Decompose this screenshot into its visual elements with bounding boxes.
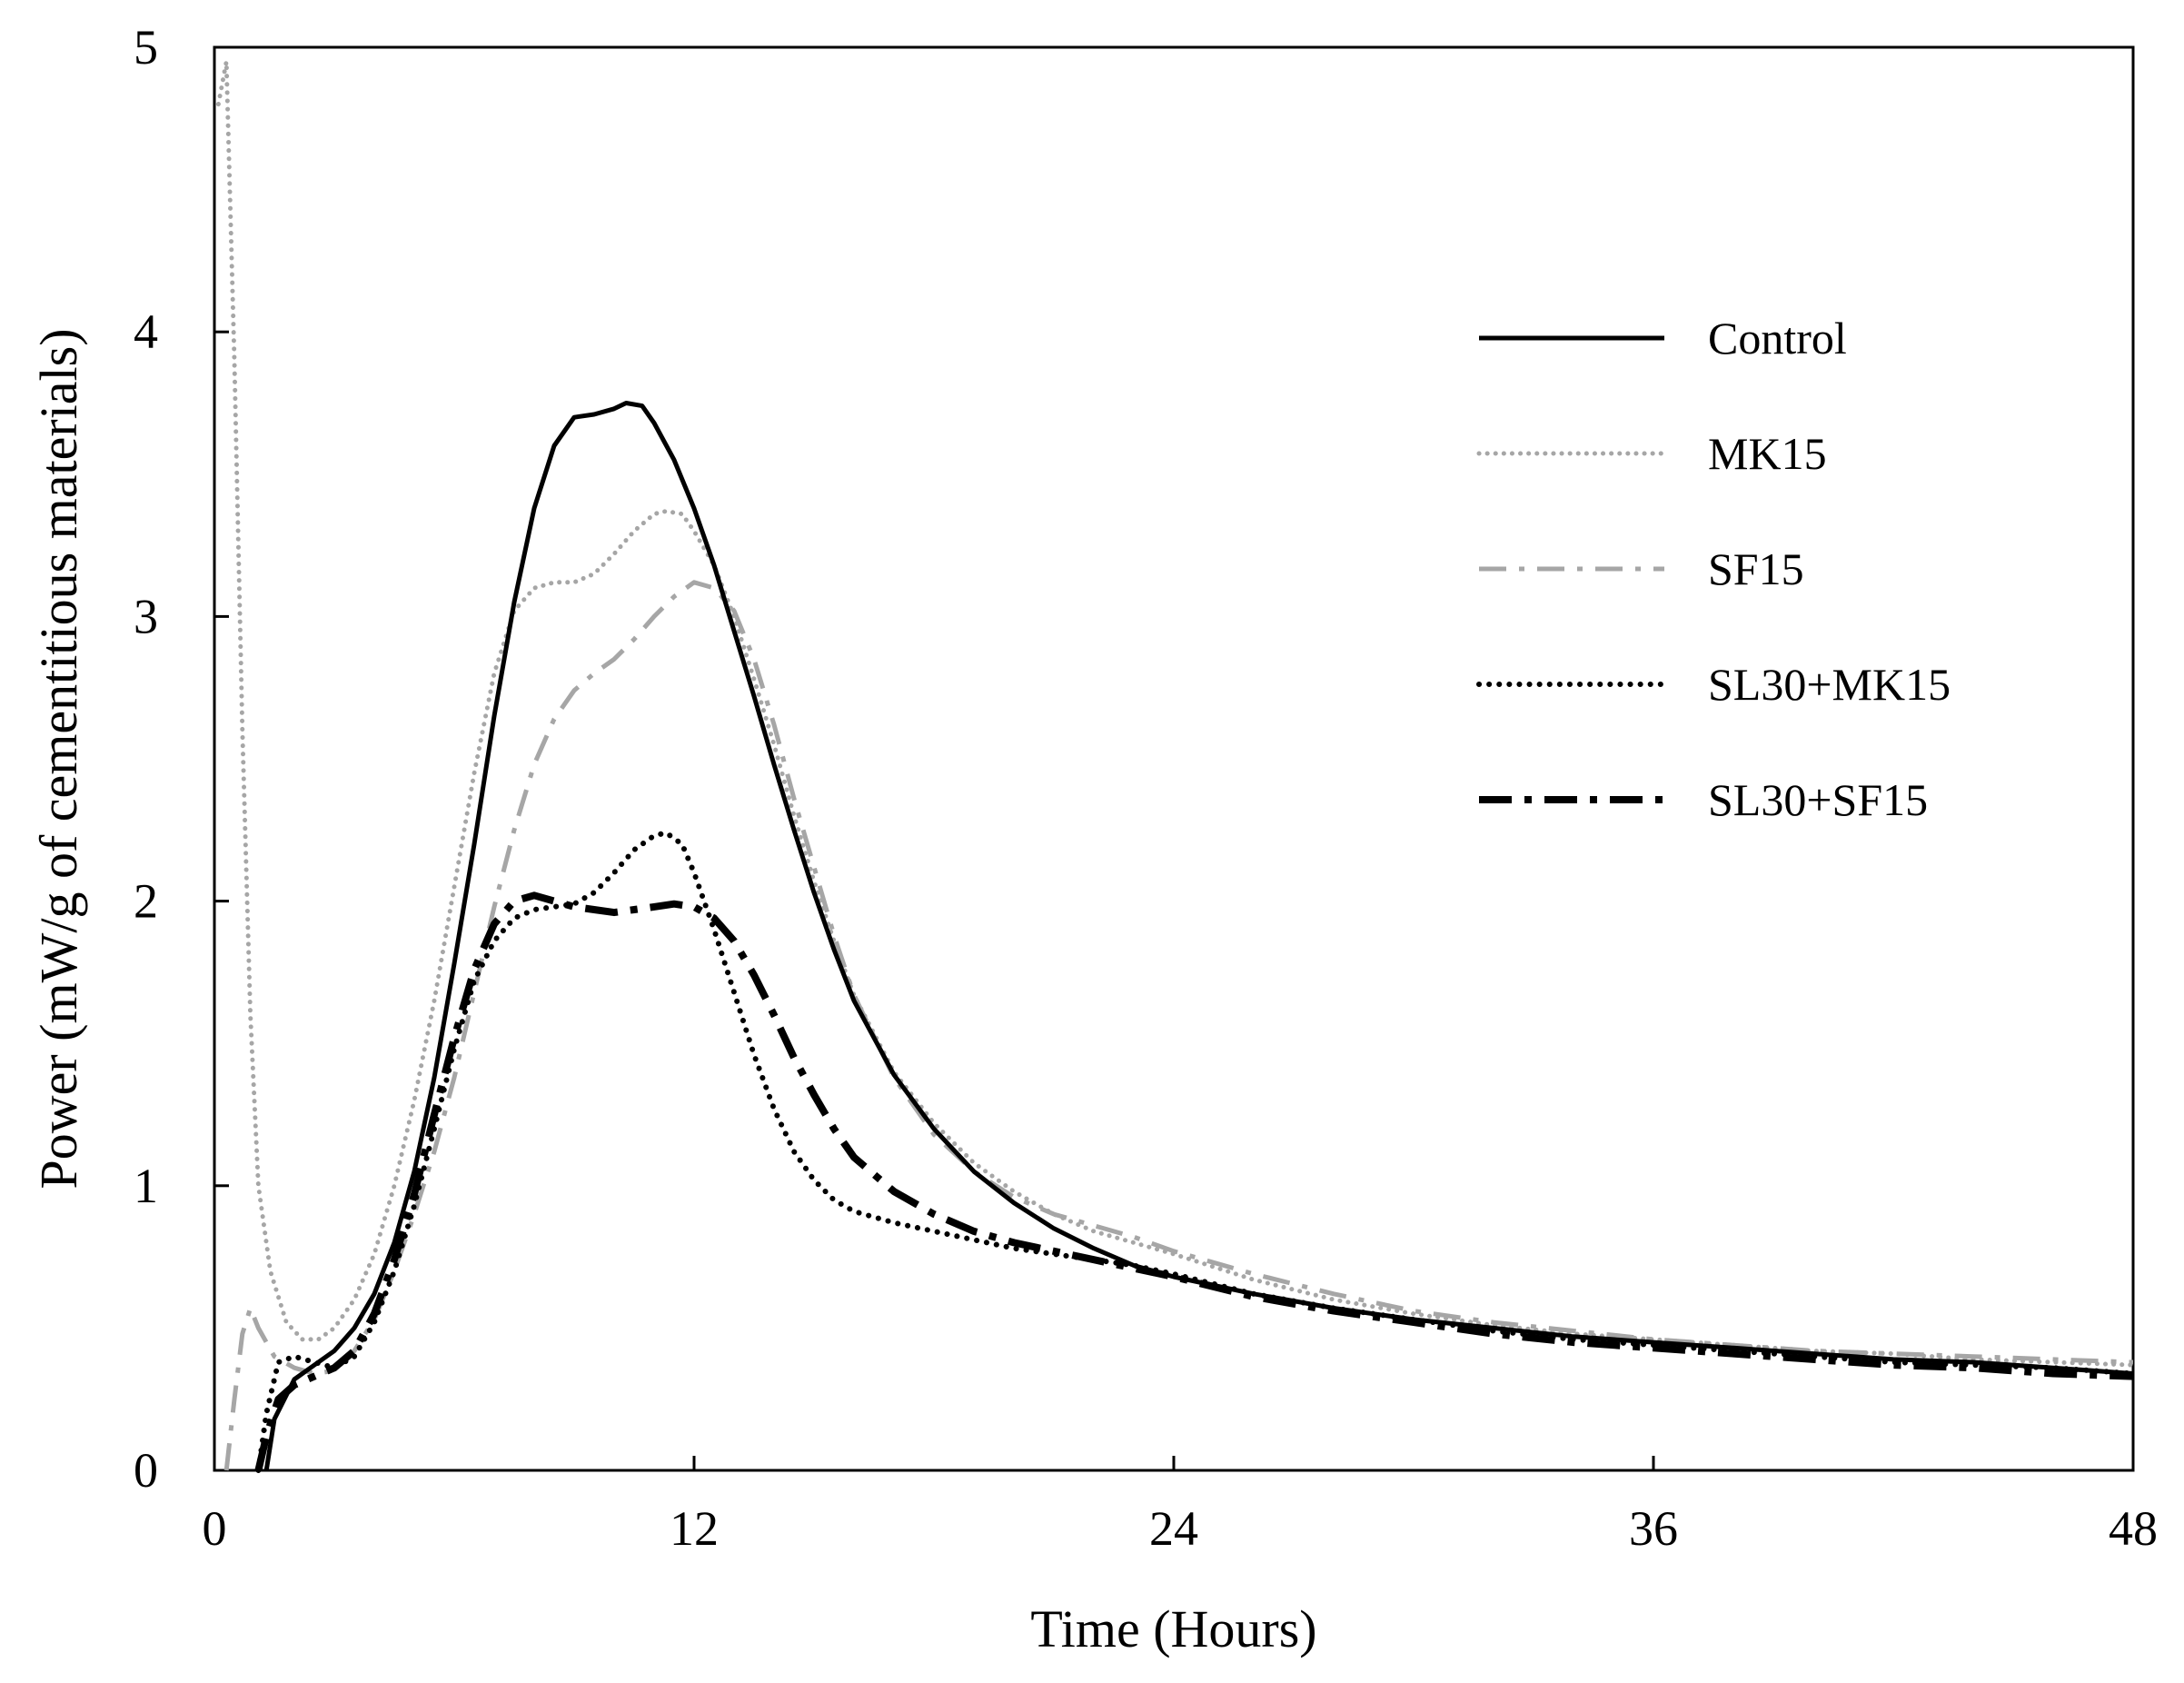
x-tick-label: 12 [670,1501,719,1556]
y-tick-label: 2 [134,874,158,929]
y-tick-label: 5 [134,20,158,75]
y-tick-label: 0 [134,1443,158,1498]
legend: Control MK15 SF15 SL30+MK15 SL30+SF15 [1476,313,1951,825]
series-line-control [263,401,2134,1471]
y-tick-label: 1 [134,1159,158,1213]
y-axis-ticks: 0 1 2 3 4 5 [134,20,229,1498]
series-line-mk15 [215,59,2136,1368]
series-line-sf15 [223,580,2134,1471]
legend-label: Control [1708,313,1847,363]
legend-label: MK15 [1708,428,1827,479]
legend-label: SL30+SF15 [1708,774,1928,825]
series-layer [215,59,2136,1473]
plot-area-frame [213,45,2135,1472]
y-axis-title: Power (mW/g of cementitious materials) [29,328,88,1189]
y-tick-label: 3 [134,589,158,643]
x-tick-label: 48 [2109,1501,2158,1556]
series-line-sl30-mk15 [255,830,2136,1473]
legend-label: SF15 [1708,543,1804,594]
legend-label: SL30+MK15 [1708,659,1951,710]
x-tick-label: 0 [203,1501,227,1556]
x-tick-label: 36 [1629,1501,1678,1556]
x-axis-ticks: 0 12 24 36 48 [203,1456,2158,1556]
series-line-sl30-sf15 [254,891,2134,1471]
x-axis-title: Time (Hours) [1030,1599,1316,1658]
y-tick-label: 4 [134,304,158,359]
x-tick-label: 24 [1149,1501,1198,1556]
